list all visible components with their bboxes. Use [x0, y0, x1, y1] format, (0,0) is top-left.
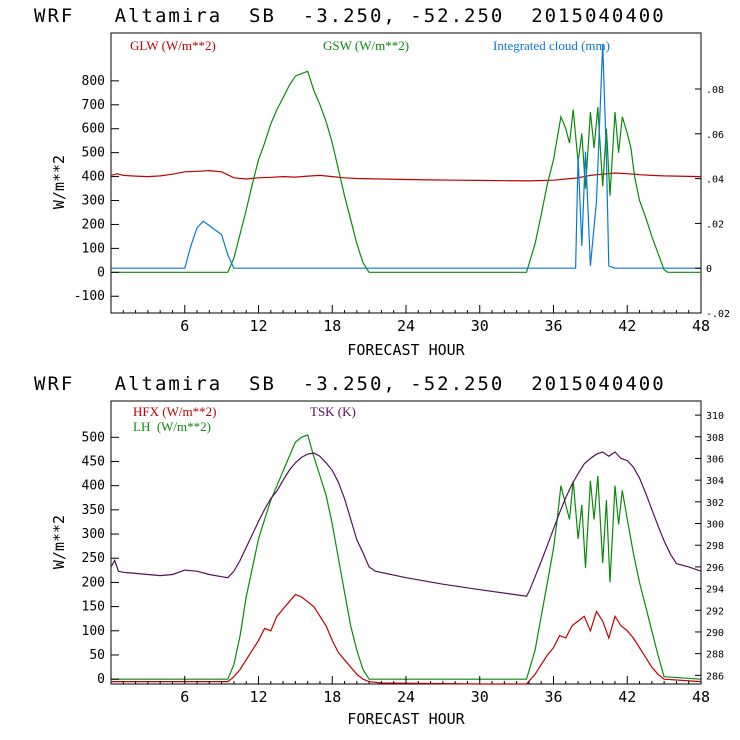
lower-x-tick-label: 42	[618, 688, 636, 706]
upper-legend-glw: GLW (W/m**2)	[130, 38, 216, 53]
lower-y-tick-label: 350	[82, 503, 105, 518]
upper-y-tick-label: 700	[82, 98, 105, 113]
upper-chart-panel: WRF Altamira SB -3.250, -52.250 20150404…	[34, 5, 730, 359]
lower-y-tick-label: 200	[82, 575, 105, 590]
lower-y-tick-label: 0	[97, 672, 105, 687]
lower-y2-tick-label: 310	[706, 411, 724, 422]
lower-legend-tsk: TSK (K)	[310, 404, 356, 419]
lower-series-line-1	[111, 434, 702, 680]
lower-y2-tick-label: 300	[706, 520, 724, 531]
lower-x-tick-label: 48	[692, 688, 710, 706]
upper-y-tick-label: 800	[82, 74, 105, 89]
lower-y2-tick-label: 298	[706, 541, 724, 552]
upper-y-tick-label: 600	[82, 122, 105, 137]
lower-y-tick-label: 500	[82, 430, 105, 445]
upper-x-tick-label: 48	[692, 317, 710, 335]
lower-y-axis-label: W/m**2	[50, 515, 68, 569]
lower-y2-tick-label: 294	[706, 585, 724, 596]
upper-y-tick-label: 400	[82, 170, 105, 185]
upper-y2-tick-label: -.02	[706, 309, 730, 320]
lower-x-tick-label: 24	[397, 688, 415, 706]
lower-series-line-2	[110, 451, 702, 597]
lower-y-tick-label: 400	[82, 479, 105, 494]
lower-y2-tick-label: 286	[706, 671, 724, 682]
upper-y2-tick-label: .04	[706, 175, 724, 186]
upper-series-line-2	[111, 44, 701, 269]
lower-x-tick-label: 12	[249, 688, 267, 706]
lower-x-tick-label: 30	[471, 688, 489, 706]
upper-chart-title: WRF Altamira SB -3.250, -52.250 20150404…	[34, 5, 666, 27]
upper-y-tick-label: 200	[82, 217, 105, 232]
lower-legend-hfx: HFX (W/m**2)	[133, 404, 216, 419]
upper-y2-tick-label: 0	[706, 264, 712, 275]
lower-y2-tick-label: 308	[706, 433, 724, 444]
upper-y-tick-label: 0	[97, 265, 105, 280]
upper-x-tick-label: 12	[249, 317, 267, 335]
upper-x-tick-label: 6	[180, 317, 189, 335]
upper-y-tick-label: -100	[74, 289, 105, 304]
lower-y-tick-label: 100	[82, 624, 105, 639]
lower-chart-panel: WRF Altamira SB -3.250, -52.250 20150404…	[34, 373, 724, 728]
upper-y2-tick-label: .08	[706, 85, 724, 96]
lower-y2-tick-label: 304	[706, 476, 724, 487]
upper-legend-gsw: GSW (W/m**2)	[323, 38, 409, 53]
lower-y2-tick-label: 306	[706, 454, 724, 465]
upper-y-tick-label: 300	[82, 194, 105, 209]
upper-series-line-0	[110, 169, 702, 182]
lower-x-tick-label: 18	[323, 688, 341, 706]
upper-x-tick-label: 36	[544, 317, 562, 335]
lower-y2-tick-label: 292	[706, 606, 724, 617]
lower-x-axis-label: FORECAST HOUR	[347, 710, 465, 728]
lower-y2-tick-label: 288	[706, 650, 724, 661]
upper-x-axis-label: FORECAST HOUR	[347, 341, 465, 359]
lower-y-tick-label: 150	[82, 600, 105, 615]
lower-x-tick-label: 36	[544, 688, 562, 706]
lower-y2-tick-label: 302	[706, 498, 724, 509]
upper-series-line-1	[111, 70, 701, 273]
upper-y-tick-label: 100	[82, 241, 105, 256]
lower-legend-lh: LH (W/m**2)	[133, 419, 211, 434]
upper-y2-tick-label: .06	[706, 130, 724, 141]
upper-x-tick-label: 18	[323, 317, 341, 335]
upper-x-tick-label: 42	[618, 317, 636, 335]
upper-y2-tick-label: .02	[706, 219, 724, 230]
lower-x-tick-label: 6	[180, 688, 189, 706]
lower-chart-title: WRF Altamira SB -3.250, -52.250 20150404…	[34, 373, 666, 395]
upper-y-tick-label: 500	[82, 146, 105, 161]
lower-y2-tick-label: 290	[706, 628, 724, 639]
lower-y-tick-label: 50	[89, 648, 105, 663]
lower-y-tick-label: 250	[82, 551, 105, 566]
upper-y-axis-label: W/m**2	[50, 155, 68, 209]
upper-legend-cloud: Integrated cloud (mm)	[493, 38, 610, 53]
upper-x-tick-label: 30	[471, 317, 489, 335]
lower-y-tick-label: 450	[82, 454, 105, 469]
upper-x-tick-label: 24	[397, 317, 415, 335]
lower-series-line-0	[111, 593, 702, 685]
lower-y2-tick-label: 296	[706, 563, 724, 574]
lower-y-tick-label: 300	[82, 527, 105, 542]
